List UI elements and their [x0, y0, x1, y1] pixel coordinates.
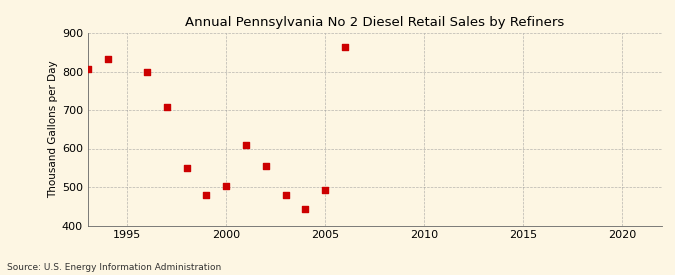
- Point: [82, 67, 93, 71]
- Point: [261, 164, 271, 168]
- Point: [142, 69, 153, 74]
- Point: [161, 105, 172, 109]
- Point: [201, 193, 212, 198]
- Point: [102, 57, 113, 61]
- Y-axis label: Thousand Gallons per Day: Thousand Gallons per Day: [48, 60, 57, 198]
- Point: [280, 193, 291, 197]
- Point: [182, 166, 192, 170]
- Point: [221, 184, 232, 188]
- Text: Source: U.S. Energy Information Administration: Source: U.S. Energy Information Administ…: [7, 263, 221, 272]
- Point: [340, 45, 350, 50]
- Point: [240, 142, 251, 147]
- Title: Annual Pennsylvania No 2 Diesel Retail Sales by Refiners: Annual Pennsylvania No 2 Diesel Retail S…: [185, 16, 564, 29]
- Point: [320, 188, 331, 192]
- Point: [300, 207, 310, 211]
